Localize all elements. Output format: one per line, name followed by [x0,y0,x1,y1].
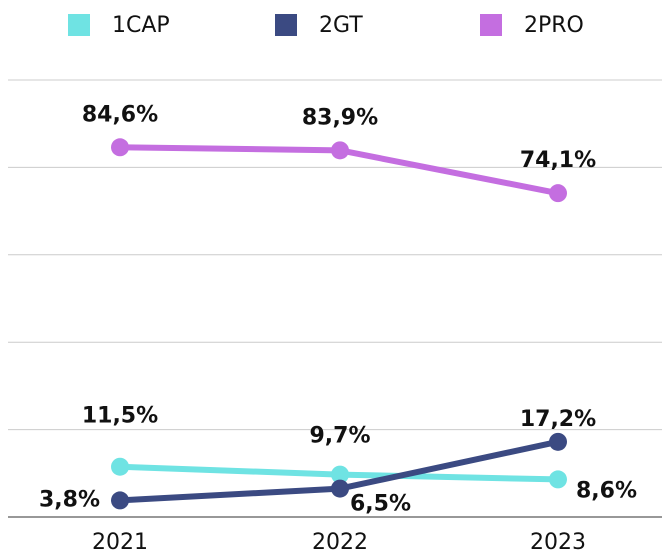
data-label: 17,2% [520,407,596,432]
data-label: 3,8% [39,487,100,512]
data-label: 6,5% [350,492,411,517]
point [331,479,349,498]
data-label: 74,1% [520,148,596,173]
data-label: 84,6% [82,102,158,127]
x-tick-label: 2021 [92,530,148,555]
point [331,141,349,160]
point [331,465,349,484]
legend-label: 2PRO [524,13,584,38]
point [111,457,129,476]
x-tick-label: 2022 [312,530,368,555]
data-label: 9,7% [309,424,370,449]
legend-label: 1CAP [112,13,170,38]
point [111,138,129,157]
legend-swatch [68,14,90,36]
point [549,432,567,451]
x-tick-label: 2023 [530,530,586,555]
point [549,184,567,203]
legend-label: 2GT [319,13,363,38]
point [111,491,129,510]
data-label: 8,6% [576,478,637,503]
legend-swatch [480,14,502,36]
legend-swatch [275,14,297,36]
point [549,470,567,489]
data-label: 83,9% [302,105,378,130]
data-label: 11,5% [82,404,158,429]
